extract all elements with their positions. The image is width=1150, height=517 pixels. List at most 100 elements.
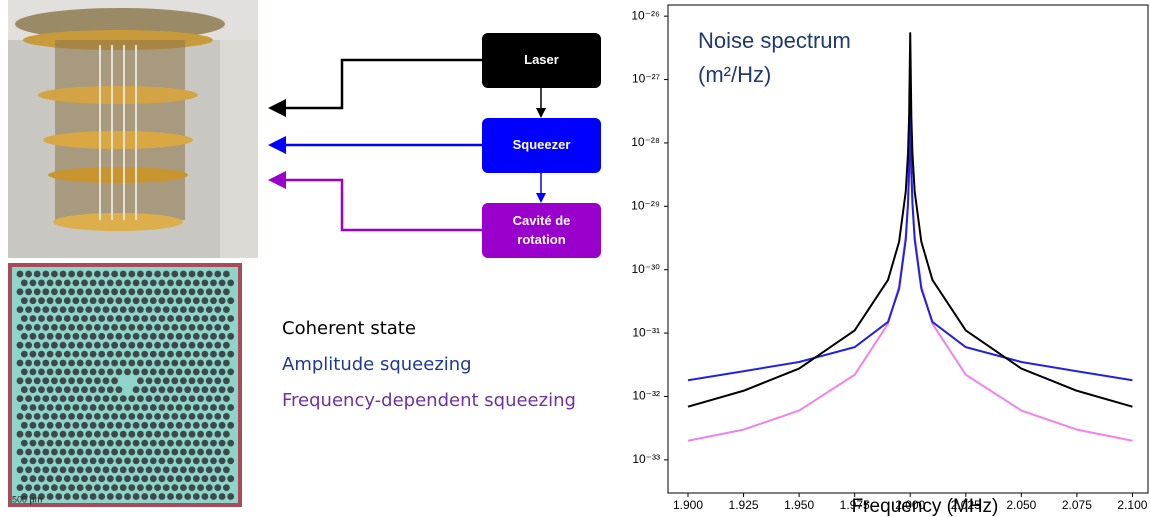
hole — [63, 439, 71, 447]
hole — [171, 288, 179, 296]
hole — [59, 395, 67, 402]
hole — [33, 288, 41, 296]
x-tick-label: 2.025 — [951, 498, 981, 512]
hole — [175, 475, 183, 483]
hole — [162, 306, 170, 313]
hole — [171, 466, 179, 474]
hole — [218, 457, 226, 465]
hole — [124, 493, 131, 500]
hole — [85, 359, 93, 367]
hole — [158, 279, 166, 287]
hole — [94, 288, 101, 296]
hole — [85, 466, 93, 474]
hole — [197, 306, 205, 313]
hole — [111, 395, 118, 402]
hole — [115, 332, 123, 340]
hole — [171, 430, 179, 438]
hole — [20, 297, 28, 305]
y-tick-label: 10⁻³¹ — [632, 325, 660, 339]
hole — [68, 466, 75, 474]
hole — [141, 368, 149, 376]
hole — [20, 315, 28, 322]
hole — [128, 466, 136, 474]
hole — [33, 395, 41, 402]
hole — [94, 359, 101, 367]
hole — [171, 359, 179, 367]
hole — [81, 350, 88, 358]
hole — [16, 341, 24, 349]
hole — [115, 297, 123, 305]
hole — [137, 395, 144, 402]
hole — [192, 404, 200, 411]
hole — [223, 377, 230, 385]
hole — [20, 386, 28, 394]
hole — [201, 421, 209, 429]
hole — [218, 421, 226, 429]
hole — [227, 332, 235, 340]
hole — [223, 341, 230, 349]
x-tick-label: 1.950 — [784, 498, 814, 512]
hole — [76, 430, 84, 438]
hole — [72, 332, 80, 340]
hole — [218, 368, 226, 376]
hole — [154, 377, 162, 385]
hole — [188, 324, 196, 331]
hole — [20, 350, 28, 358]
hole — [46, 475, 54, 483]
hole — [42, 395, 50, 402]
hole — [68, 395, 75, 402]
hole — [33, 359, 41, 367]
hole — [81, 279, 88, 287]
hole — [201, 315, 209, 322]
hole — [158, 386, 166, 394]
hole — [167, 404, 174, 411]
hole — [132, 332, 140, 340]
hole — [89, 297, 97, 305]
hole — [184, 475, 192, 483]
hole — [106, 386, 114, 394]
hole — [115, 350, 123, 358]
hole — [59, 413, 67, 420]
hole — [137, 270, 144, 278]
hole — [25, 341, 32, 349]
hole — [59, 484, 67, 491]
hole — [141, 332, 149, 340]
hole — [72, 404, 80, 411]
x-tick-label: 2.000 — [895, 498, 925, 512]
hole — [46, 315, 54, 322]
hole — [46, 421, 54, 429]
hole — [51, 395, 58, 402]
hole — [115, 386, 123, 394]
hole — [192, 332, 200, 340]
hole — [81, 386, 88, 394]
hole — [223, 324, 230, 331]
hole — [192, 350, 200, 358]
hole — [188, 288, 196, 296]
hole — [16, 377, 24, 385]
hole — [46, 386, 54, 394]
hole — [55, 404, 63, 411]
hole — [51, 306, 58, 313]
hole — [223, 359, 230, 367]
hole — [38, 404, 45, 411]
hole — [42, 466, 50, 474]
hole — [141, 439, 149, 447]
hole — [102, 430, 110, 438]
hole — [102, 484, 110, 491]
hole — [137, 306, 144, 313]
hole — [63, 493, 71, 500]
hole — [81, 457, 88, 465]
hole — [59, 359, 67, 367]
hole — [223, 395, 230, 402]
hole — [20, 457, 28, 465]
hole — [124, 315, 131, 322]
hole — [59, 448, 67, 456]
hole — [145, 270, 153, 278]
hole — [132, 386, 140, 394]
hole — [98, 297, 106, 305]
hole — [192, 386, 200, 394]
hole — [98, 386, 106, 394]
hole — [59, 430, 67, 438]
hole — [128, 395, 136, 402]
hole — [111, 484, 118, 491]
